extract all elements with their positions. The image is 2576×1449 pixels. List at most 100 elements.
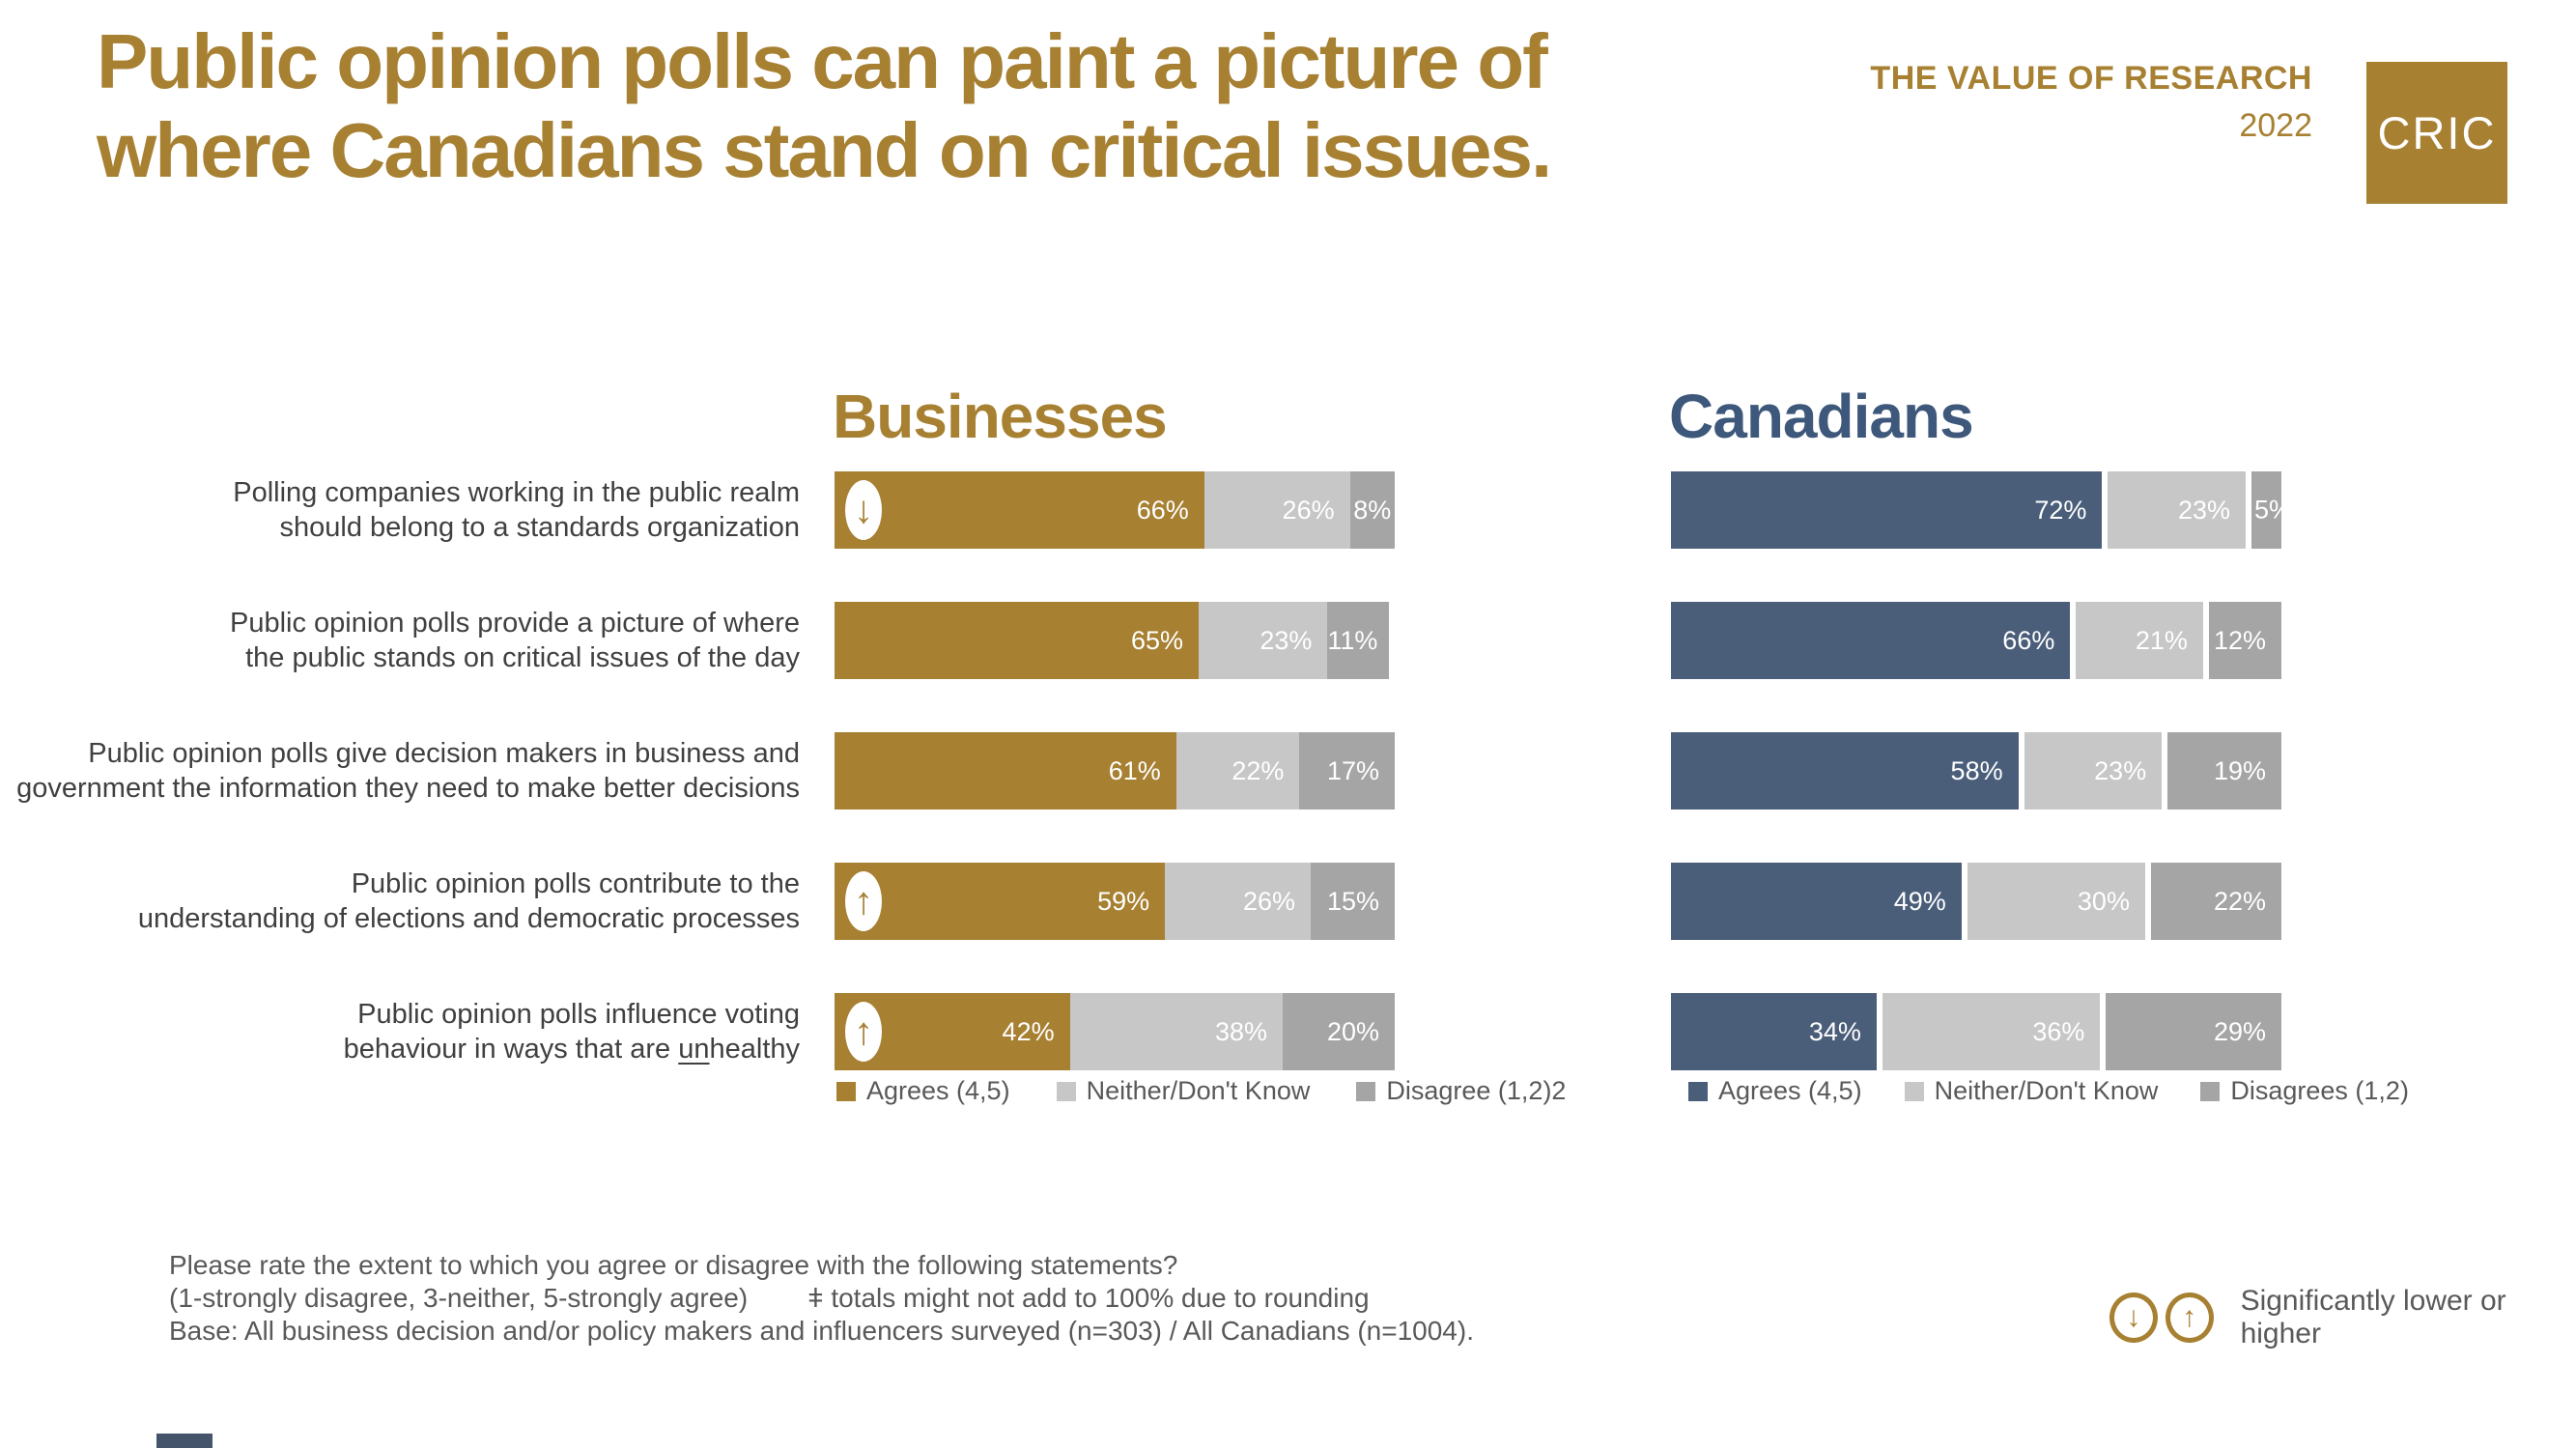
bar-segment-disagree: 29%	[2106, 993, 2281, 1070]
legend-swatch-disagree-icon	[1356, 1081, 1376, 1101]
significance-down-arrow-icon: ↓	[845, 480, 882, 540]
bar-value-label: 59%	[1097, 886, 1150, 916]
bar-value-label: 22%	[2213, 886, 2266, 916]
statement-label-1: Polling companies working in the public …	[233, 477, 800, 543]
bar-segment-agree: 49%	[1671, 863, 1962, 940]
bar-row: ↓ 66% 26% 8%	[835, 471, 1395, 549]
legend-swatch-agrees-icon	[1688, 1081, 1708, 1101]
legend-item-disagree: Disagree (1,2)2	[1356, 1076, 1566, 1106]
statement-labels-column: Polling companies working in the public …	[0, 471, 800, 1123]
bar-row: 49% 30% 22%	[1671, 863, 2281, 940]
bar-row: ↑ 42% 38% 20%	[835, 993, 1395, 1070]
bar-row: 58% 23% 19%	[1671, 732, 2281, 810]
bar-group-canadians: 72% 23% 5% 66% 21% 12% 58% 23% 19% 49% 30% 22% 3…	[1671, 471, 2292, 1123]
bar-row: ↑ 59% 26% 15%	[835, 863, 1395, 940]
footnote-question: Please rate the extent to which you agre…	[169, 1250, 1178, 1280]
program-title: THE VALUE OF RESEARCH	[1870, 60, 2312, 97]
bar-segment-neither: 26%	[1165, 863, 1311, 940]
bar-segment-neither: 36%	[1882, 993, 2101, 1070]
legend-swatch-disagrees-icon	[2200, 1081, 2221, 1101]
bar-segment-neither: 23%	[2024, 732, 2163, 810]
bar-segment-agree: ↓ 66%	[835, 471, 1204, 549]
bar-value-label: 5%	[2254, 495, 2293, 525]
bar-value-label: 20%	[1326, 1016, 1379, 1046]
legend-swatch-agrees-icon	[836, 1081, 856, 1101]
significance-up-arrow-icon: ↑	[845, 871, 882, 931]
cric-logo: CRIC	[2366, 62, 2507, 204]
bar-segment-disagree: 12%	[2208, 602, 2281, 679]
bar-value-label: 23%	[2177, 495, 2231, 525]
legend-canadians: Agrees (4,5) Neither/Don't Know Disagree…	[1688, 1076, 2409, 1106]
legend-item-neither: Neither/Don't Know	[1056, 1076, 1310, 1106]
bar-segment-disagree: 19%	[2167, 732, 2281, 810]
bar-segment-disagree: 17%	[1299, 732, 1395, 810]
bar-value-label: 23%	[1260, 625, 1313, 655]
page-title-line1: Public opinion polls can paint a picture…	[97, 18, 1548, 104]
bar-segment-neither: 22%	[1175, 732, 1300, 810]
bar-value-label: 66%	[1136, 495, 1189, 525]
bar-value-label: 65%	[1130, 625, 1183, 655]
bar-value-label: 42%	[1002, 1016, 1055, 1046]
bar-row: 34% 36% 29%	[1671, 993, 2281, 1070]
bar-segment-neither: 30%	[1967, 863, 2145, 940]
bar-segment-agree: ↑ 42%	[835, 993, 1070, 1070]
bar-value-label: 19%	[2213, 755, 2266, 785]
bar-segment-disagree: 15%	[1310, 863, 1395, 940]
footnote-rounding: ǂ totals might not add to 100% due to ro…	[807, 1283, 1370, 1313]
cric-logo-text: CRIC	[2377, 107, 2497, 158]
bar-value-label: 26%	[1282, 495, 1335, 525]
bar-segment-neither: 26%	[1203, 471, 1350, 549]
bar-segment-agree: 58%	[1671, 732, 2019, 810]
bar-segment-disagree: 5%	[2251, 471, 2292, 549]
legend-businesses: Agrees (4,5) Neither/Don't Know Disagree…	[836, 1076, 1566, 1106]
bar-value-label: 8%	[1353, 495, 1392, 525]
statement-label-3: Public opinion polls give decision maker…	[16, 738, 800, 804]
bar-segment-disagree: 20%	[1282, 993, 1395, 1070]
significance-up-arrow-icon: ↑	[845, 1002, 882, 1062]
bar-value-label: 38%	[1214, 1016, 1267, 1046]
group-header-canadians: Canadians	[1669, 382, 1974, 451]
significance-key: ↓ ↑ Significantly lower or higher	[2109, 1285, 2576, 1350]
legend-item-agrees: Agrees (4,5)	[1688, 1076, 1862, 1106]
legend-swatch-neither-icon	[1056, 1081, 1076, 1101]
bar-value-label: 66%	[2002, 625, 2055, 655]
bar-value-label: 29%	[2213, 1016, 2266, 1046]
bar-value-label: 17%	[1326, 755, 1379, 785]
bar-segment-agree: 66%	[1671, 602, 2071, 679]
program-year: 2022	[2239, 107, 2312, 144]
bar-segment-agree: 72%	[1671, 471, 2103, 549]
bar-row: 66% 21% 12%	[1671, 602, 2281, 679]
bar-value-label: 22%	[1231, 755, 1285, 785]
bar-value-label: 26%	[1242, 886, 1295, 916]
footer-accent-bar	[156, 1434, 212, 1448]
bar-value-label: 21%	[2135, 625, 2188, 655]
page-title-line2: where Canadians stand on critical issues…	[97, 107, 1552, 193]
bar-value-label: 15%	[1326, 886, 1379, 916]
legend-swatch-neither-icon	[1904, 1081, 1924, 1101]
arrow-down-circle-icon: ↓	[2109, 1293, 2158, 1343]
footnote-base: Base: All business decision and/or polic…	[169, 1316, 1474, 1346]
legend-item-disagrees: Disagrees (1,2)	[2200, 1076, 2409, 1106]
page-title: Public opinion polls can paint a picture…	[97, 17, 1835, 195]
bar-value-label: 61%	[1108, 755, 1161, 785]
bar-row: 65% 23% 11%	[835, 602, 1395, 679]
bar-row: 72% 23% 5%	[1671, 471, 2292, 549]
bar-segment-disagree: 11%	[1327, 602, 1390, 679]
bar-value-label: 49%	[1893, 886, 1946, 916]
bar-value-label: 11%	[1327, 625, 1378, 655]
bar-value-label: 34%	[1808, 1016, 1861, 1046]
statement-label-5: Public opinion polls influence voting be…	[343, 999, 800, 1065]
arrow-up-circle-icon: ↑	[2165, 1293, 2214, 1343]
bar-segment-neither: 23%	[2108, 471, 2247, 549]
bar-value-label: 58%	[1950, 755, 2003, 785]
legend-item-agrees: Agrees (4,5)	[836, 1076, 1010, 1106]
bar-segment-agree: 65%	[835, 602, 1199, 679]
bar-segment-neither: 38%	[1069, 993, 1283, 1070]
group-header-businesses: Businesses	[833, 382, 1168, 451]
bar-segment-disagree: 22%	[2150, 863, 2281, 940]
bar-segment-neither: 23%	[1199, 602, 1328, 679]
bar-segment-disagree: 8%	[1349, 471, 1395, 549]
bar-value-label: 36%	[2032, 1016, 2085, 1046]
bar-segment-agree: 34%	[1671, 993, 1877, 1070]
